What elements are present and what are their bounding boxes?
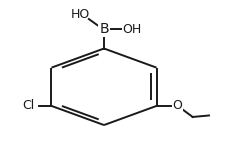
Text: O: O — [173, 99, 182, 112]
Text: OH: OH — [122, 23, 142, 36]
Text: Cl: Cl — [23, 99, 35, 112]
Text: B: B — [99, 22, 109, 36]
Text: HO: HO — [71, 8, 90, 21]
